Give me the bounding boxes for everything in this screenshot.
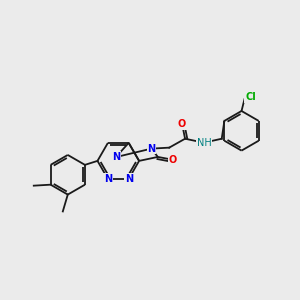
Text: N: N [124,174,133,184]
Text: Cl: Cl [245,92,256,102]
Text: N: N [104,174,112,184]
Text: N: N [112,152,120,162]
Text: O: O [178,119,186,129]
Text: N: N [147,144,155,154]
Text: NH: NH [196,138,211,148]
Text: O: O [168,155,177,165]
